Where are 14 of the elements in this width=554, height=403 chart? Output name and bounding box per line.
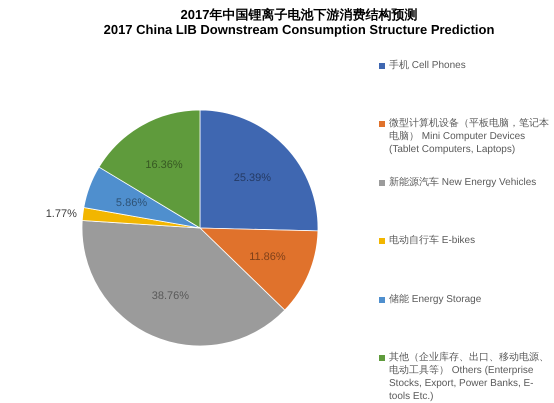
data-label: 16.36% [145,159,183,172]
data-label: 5.86% [116,197,148,210]
data-label: 38.76% [152,290,190,302]
legend-label: 微型计算机设备（平板电脑，笔记本电脑） Mini Computer Devices (Tablet Computers, Laptops) [389,117,550,156]
chart-title: 2017年中国锂离子电池下游消费结构预测 [180,7,418,22]
chart-subtitle: 2017 China LIB Downstream Consumption Structure Prediction [104,22,494,37]
legend-label: 新能源汽车 New Energy Vehicles [389,176,538,189]
legend-label: 电动自行车 E-bikes [389,234,476,248]
legend-label: 其他（企业库存、出口、移动电源、电动工具等） Others (Enterprise Stocks, Export, Power Banks, E-tools Etc.) [389,351,550,403]
legend-label: 储能 Energy Storage [389,292,482,306]
data-label: 11.86% [249,251,286,264]
data-label: 25.39% [234,172,272,184]
legend-label: 手机 Cell Phones [389,59,467,72]
data-label: 1.77% [46,208,78,220]
